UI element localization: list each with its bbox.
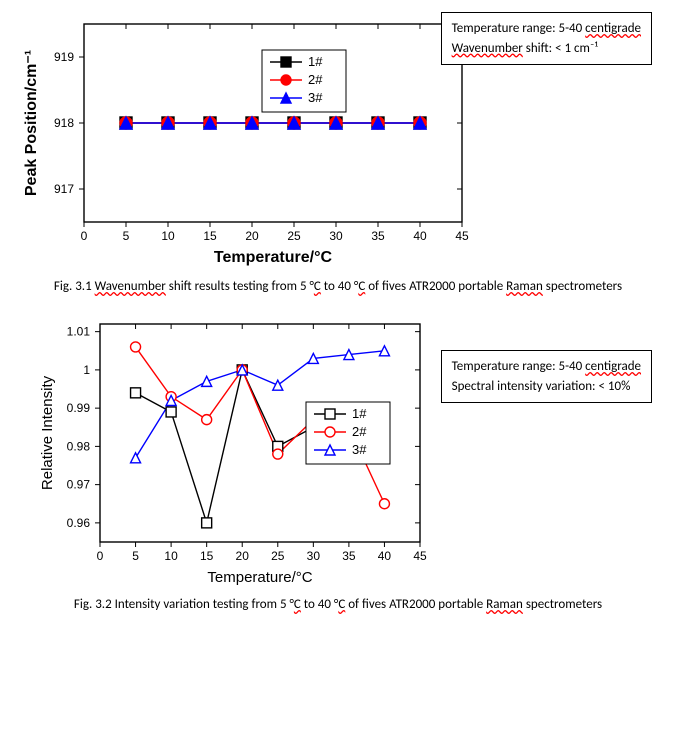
svg-text:15: 15 <box>203 229 217 243</box>
svg-text:45: 45 <box>455 229 469 243</box>
svg-text:3#: 3# <box>352 442 367 457</box>
svg-text:35: 35 <box>371 229 385 243</box>
svg-text:5: 5 <box>132 549 139 563</box>
svg-text:10: 10 <box>161 229 175 243</box>
chart-2-svg: 0 5 10 15 20 25 30 35 40 45 0.96 0.97 0.98 0.99 1 1.01 T… <box>28 310 438 590</box>
svg-text:0: 0 <box>97 549 104 563</box>
svg-text:0.98: 0.98 <box>67 440 91 454</box>
chart-1-svg: 0 5 10 15 20 25 30 35 40 45 917 918 919 Temperature/°… <box>12 12 482 272</box>
svg-text:919: 919 <box>54 50 74 64</box>
svg-text:0.97: 0.97 <box>67 478 91 492</box>
svg-text:1: 1 <box>83 363 90 377</box>
svg-text:30: 30 <box>329 229 343 243</box>
svg-text:2#: 2# <box>308 72 323 87</box>
svg-text:3#: 3# <box>308 90 323 105</box>
svg-text:2#: 2# <box>352 424 367 439</box>
svg-text:917: 917 <box>54 182 74 196</box>
svg-text:1#: 1# <box>308 54 323 69</box>
svg-text:15: 15 <box>200 549 214 563</box>
svg-text:Temperature/°C: Temperature/°C <box>207 569 312 586</box>
figure-2-caption: Fig. 3.2 Intensity variation testing fro… <box>12 596 664 614</box>
svg-text:30: 30 <box>307 549 321 563</box>
figure-2-block: 0 5 10 15 20 25 30 35 40 45 0.96 0.97 0.98 0.99 1 1.01 T… <box>12 310 664 590</box>
svg-text:0.99: 0.99 <box>67 401 91 415</box>
chart-2-annotation-box: Temperature range: 5-40 centigradeSpectr… <box>441 350 652 403</box>
svg-text:Temperature/°C: Temperature/°C <box>214 249 333 266</box>
chart-1-annotation-box: Temperature range: 5-40 centigradeWavenu… <box>441 12 652 65</box>
svg-text:0: 0 <box>81 229 88 243</box>
svg-text:45: 45 <box>413 549 427 563</box>
svg-text:5: 5 <box>123 229 130 243</box>
svg-text:1.01: 1.01 <box>67 325 91 339</box>
svg-text:20: 20 <box>245 229 259 243</box>
svg-text:1#: 1# <box>352 406 367 421</box>
svg-text:40: 40 <box>378 549 392 563</box>
svg-text:40: 40 <box>413 229 427 243</box>
svg-text:25: 25 <box>287 229 301 243</box>
svg-text:25: 25 <box>271 549 285 563</box>
svg-text:Peak Position/cm⁻¹: Peak Position/cm⁻¹ <box>23 50 40 196</box>
figure-1-caption: Fig. 3.1 Wavenumber shift results testin… <box>12 278 664 296</box>
svg-text:35: 35 <box>342 549 356 563</box>
figure-1-block: 0 5 10 15 20 25 30 35 40 45 917 918 919 Temperature/°… <box>12 12 664 272</box>
svg-text:0.96: 0.96 <box>67 516 91 530</box>
svg-text:20: 20 <box>236 549 250 563</box>
svg-text:Relative Intensity: Relative Intensity <box>39 376 56 491</box>
svg-text:918: 918 <box>54 116 74 130</box>
svg-text:10: 10 <box>164 549 178 563</box>
